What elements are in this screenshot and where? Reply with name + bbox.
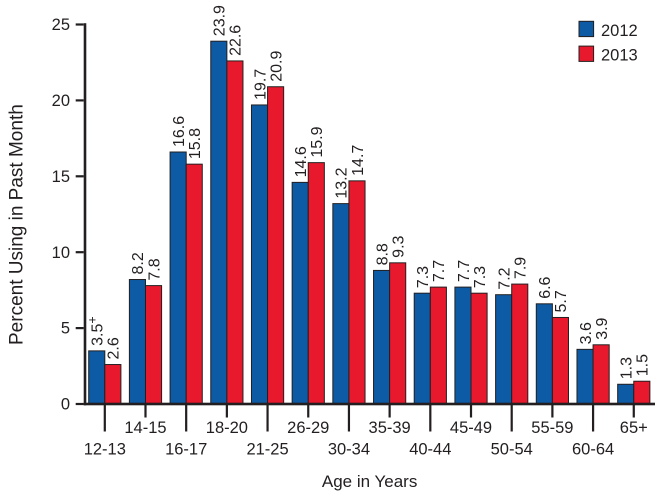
svg-text:55-59: 55-59 [531,419,573,437]
svg-text:35-39: 35-39 [369,419,411,437]
svg-text:16.6: 16.6 [171,116,188,147]
svg-text:19.7: 19.7 [252,69,269,100]
svg-text:2013: 2013 [601,47,638,65]
svg-text:21-25: 21-25 [246,441,288,459]
svg-text:20: 20 [52,92,70,110]
svg-text:3.6: 3.6 [578,322,595,344]
svg-text:7.2: 7.2 [496,267,513,289]
svg-text:3.9: 3.9 [594,317,611,339]
svg-text:16-17: 16-17 [165,441,207,459]
svg-text:14.6: 14.6 [293,146,310,177]
svg-text:10: 10 [52,244,70,262]
svg-text:3.5+: 3.5+ [86,316,107,346]
svg-text:2.6: 2.6 [106,337,123,359]
svg-text:20.9: 20.9 [268,50,285,81]
svg-text:45-49: 45-49 [450,419,492,437]
svg-text:7.3: 7.3 [415,266,432,288]
svg-text:26-29: 26-29 [287,419,329,437]
svg-text:7.7: 7.7 [431,260,448,282]
svg-text:65+: 65+ [620,419,648,437]
svg-text:18-20: 18-20 [206,419,248,437]
svg-text:7.8: 7.8 [146,258,163,280]
svg-text:25: 25 [52,16,70,34]
svg-text:15: 15 [52,168,70,186]
svg-text:5.7: 5.7 [553,290,570,312]
svg-text:7.9: 7.9 [513,257,530,279]
svg-text:6.6: 6.6 [537,276,554,298]
svg-text:60-64: 60-64 [572,441,614,459]
svg-text:0: 0 [61,396,70,414]
svg-text:8.8: 8.8 [374,243,391,265]
svg-text:22.6: 22.6 [228,25,245,56]
svg-text:1.5: 1.5 [635,354,652,376]
svg-text:15.8: 15.8 [187,128,204,159]
svg-text:7.7: 7.7 [456,260,473,282]
svg-text:9.3: 9.3 [390,235,407,257]
svg-text:1.3: 1.3 [619,357,636,379]
svg-text:Age in Years: Age in Years [322,472,417,491]
svg-text:23.9: 23.9 [212,5,229,36]
svg-text:30-34: 30-34 [328,441,370,459]
svg-text:14.7: 14.7 [350,145,367,176]
svg-text:14-15: 14-15 [124,419,166,437]
svg-text:12-13: 12-13 [84,441,126,459]
svg-text:7.3: 7.3 [472,266,489,288]
svg-text:50-54: 50-54 [491,441,533,459]
svg-text:40-44: 40-44 [409,441,451,459]
svg-text:13.2: 13.2 [334,167,351,198]
svg-text:Percent Using in Past Month: Percent Using in Past Month [7,104,28,345]
svg-text:8.2: 8.2 [130,252,147,274]
svg-text:2012: 2012 [601,22,638,40]
svg-text:5: 5 [61,320,70,338]
svg-text:15.9: 15.9 [309,126,326,157]
